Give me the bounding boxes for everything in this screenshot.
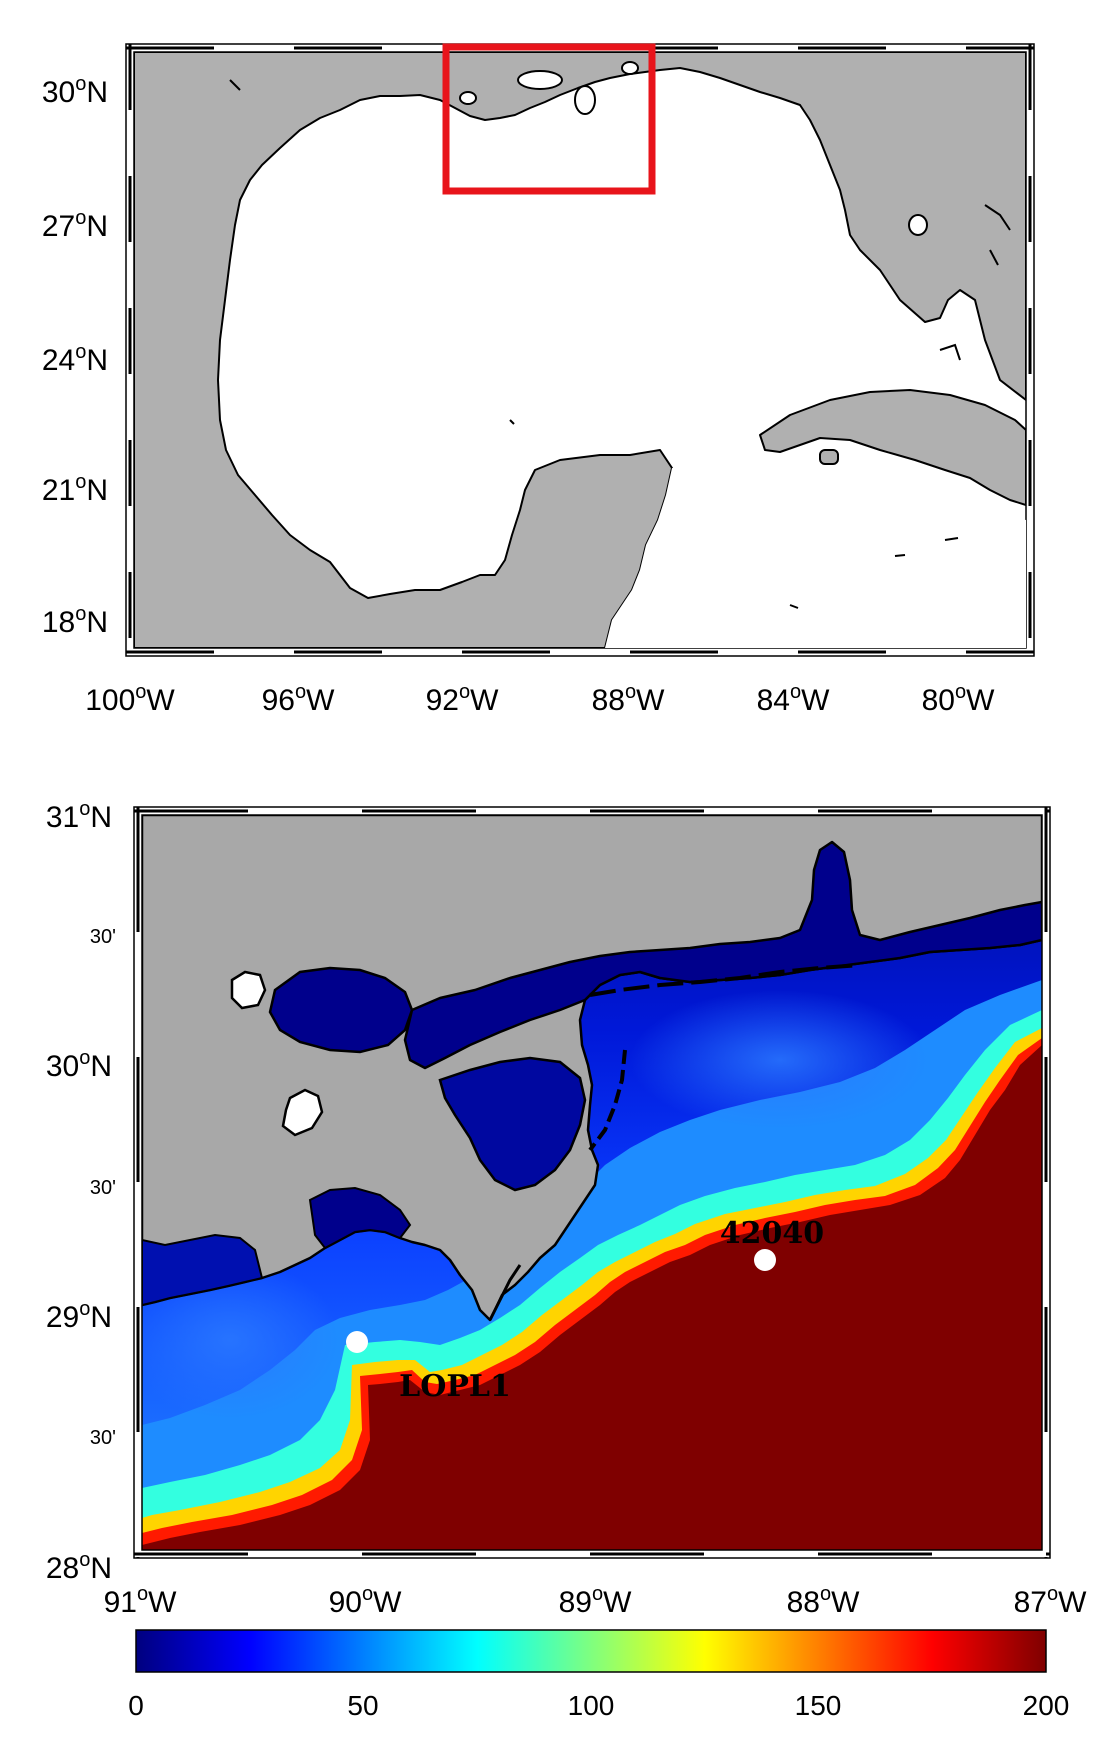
- overview-x-tick-2: 96oW: [262, 681, 336, 717]
- detail-y-tick-30: 30oN: [46, 1047, 112, 1083]
- overview-y-tick-4: 21oN: [42, 471, 108, 507]
- overview-map-frame-ticks: [126, 44, 1034, 656]
- barataria-bay: [308, 1186, 412, 1250]
- colorbar-gradient: [135, 1629, 1047, 1673]
- chandeleur-islands: [588, 1049, 627, 1152]
- detail-x-tick-88: 88oW: [787, 1583, 861, 1619]
- lake-pontchartrain: [268, 966, 414, 1054]
- detail-x-labels: 91oW 90oW 89oW 88oW 87oW: [104, 1583, 1088, 1619]
- detail-x-tick-90: 90oW: [329, 1583, 403, 1619]
- mississippi-barrier-islands: [589, 963, 861, 997]
- overview-map: 30oN 27oN 24oN 21oN 18oN 100oW 96oW 92oW…: [42, 43, 1035, 717]
- detail-map-frame-ticks: [134, 807, 1050, 1558]
- small-islands: [229, 79, 1011, 609]
- shelf-light-patch: [630, 990, 930, 1130]
- detail-x-tick-91: 91oW: [104, 1583, 178, 1619]
- isla-juventud: [819, 449, 839, 465]
- lake-maurepas: [230, 970, 267, 1010]
- breton-sound: [438, 1056, 587, 1192]
- detail-y-minor-3: 30': [90, 1427, 116, 1449]
- detail-map: 42040 LOPL1 31oN 30oN 29oN 28oN 30' 30' …: [46, 798, 1087, 1619]
- overview-x-labels: 100oW 96oW 92oW 88oW 84oW 80oW: [85, 681, 995, 717]
- overview-x-tick-4: 88oW: [592, 681, 666, 717]
- colorbar-label-150: 150: [795, 1690, 842, 1721]
- overview-y-tick-3: 24oN: [42, 341, 108, 377]
- detail-y-minor-2: 30': [90, 1177, 116, 1199]
- marsh-west: [142, 1233, 264, 1307]
- colorbar-label-200: 200: [1023, 1690, 1070, 1721]
- overview-y-tick-5: 18oN: [42, 603, 108, 639]
- station-marker-lopl1: [346, 1331, 368, 1353]
- detail-y-tick-29: 29oN: [46, 1298, 112, 1334]
- overview-y-labels: 30oN 27oN 24oN 21oN 18oN: [42, 73, 108, 639]
- detail-y-minor-1: 30': [90, 926, 116, 948]
- study-area-box: [442, 43, 656, 195]
- station-marker-42040: [754, 1249, 776, 1271]
- detail-y-tick-28: 28oN: [46, 1549, 112, 1585]
- detail-x-tick-89: 89oW: [559, 1583, 633, 1619]
- station-label-42040: 42040: [720, 1216, 824, 1251]
- overview-x-tick-1: 100oW: [85, 681, 175, 717]
- river-delta-channel: [488, 1264, 522, 1321]
- lake-salvador: [281, 1088, 324, 1137]
- shelf-light-patch-2: [142, 1260, 340, 1420]
- colorbar-label-50: 50: [347, 1690, 378, 1721]
- caribbean-water: [605, 468, 1026, 648]
- detail-x-tick-87: 87oW: [1014, 1583, 1088, 1619]
- detail-y-tick-31: 31oN: [46, 798, 112, 834]
- cuba-land: [759, 389, 1026, 506]
- colorbar-label-100: 100: [568, 1690, 615, 1721]
- overview-x-tick-6: 80oW: [922, 681, 996, 717]
- north-america-land: [134, 52, 1026, 648]
- overview-x-tick-5: 84oW: [757, 681, 831, 717]
- lake-borgne-sound: [403, 840, 1042, 1070]
- overview-y-tick-2: 27oN: [42, 207, 108, 243]
- station-label-lopl1: LOPL1: [399, 1369, 511, 1404]
- overview-x-tick-3: 92oW: [426, 681, 500, 717]
- delta-details: [459, 61, 639, 115]
- colorbar-label-0: 0: [128, 1690, 144, 1721]
- colorbar: 0 50 100 150 200: [128, 1629, 1070, 1721]
- detail-y-labels: 31oN 30oN 29oN 28oN 30' 30' 30': [46, 798, 116, 1585]
- lake-okeechobee: [908, 214, 928, 236]
- overview-y-tick-1: 30oN: [42, 73, 108, 109]
